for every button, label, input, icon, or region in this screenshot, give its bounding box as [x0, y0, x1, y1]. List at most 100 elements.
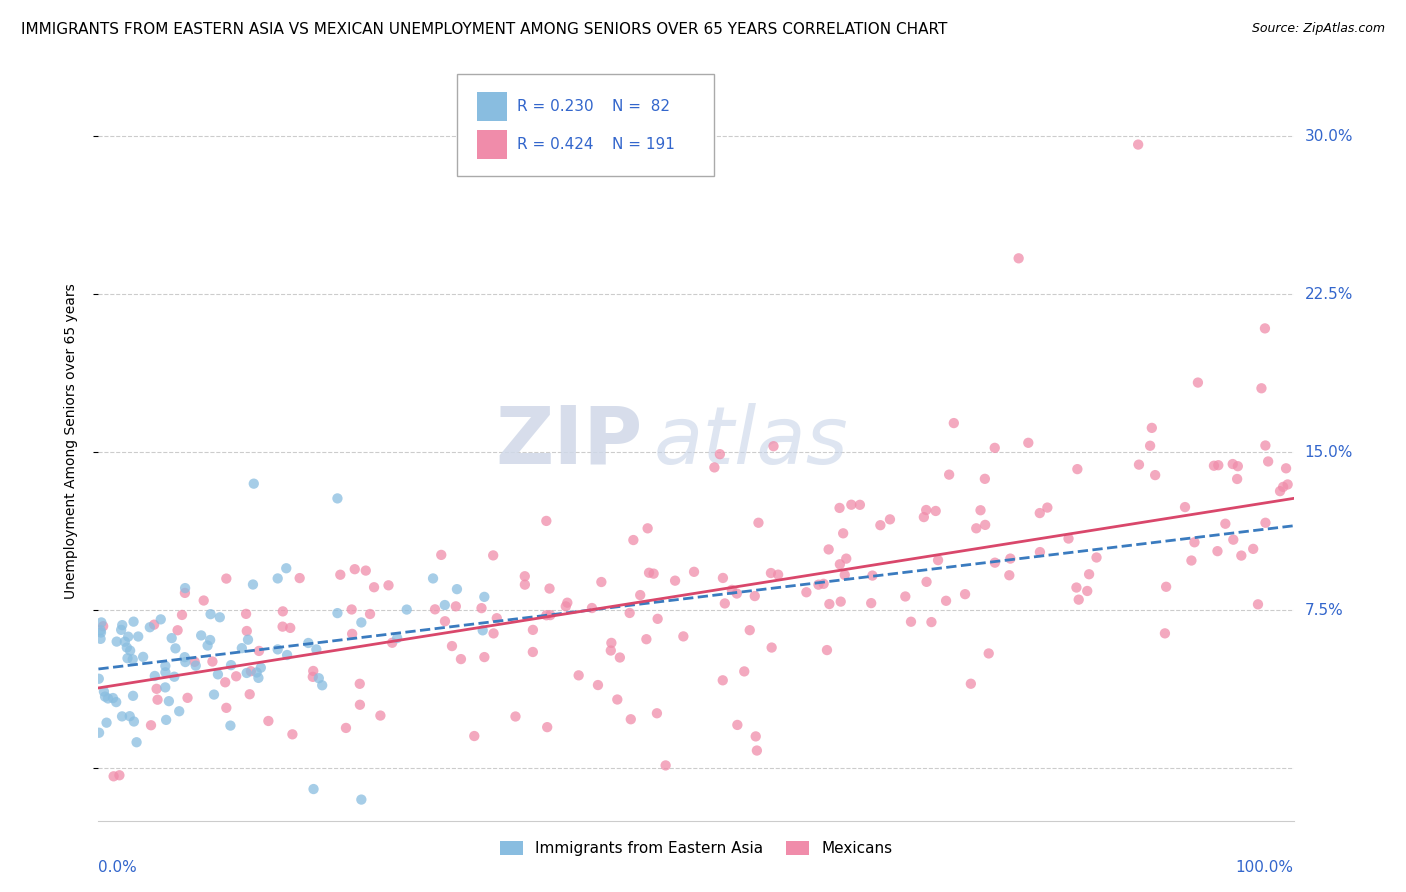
Point: [815, 643, 838, 657]
Point: [90, 632, 112, 646]
Text: Source: ZipAtlas.com: Source: ZipAtlas.com: [1251, 22, 1385, 36]
Point: [536, 720, 558, 734]
Point: [557, 596, 579, 610]
Point: [471, 624, 494, 638]
Point: [281, 727, 304, 741]
Point: [683, 565, 706, 579]
Bar: [477, 130, 508, 159]
Point: [714, 597, 737, 611]
Text: 0.0%: 0.0%: [98, 860, 138, 874]
Point: [1275, 461, 1298, 475]
Point: [340, 627, 363, 641]
Point: [915, 574, 938, 589]
Point: [363, 580, 385, 594]
Point: [745, 730, 768, 744]
Point: [1144, 468, 1167, 483]
Point: [1226, 459, 1249, 474]
Point: [1257, 454, 1279, 468]
Point: [122, 689, 145, 703]
Point: [1206, 458, 1229, 473]
Point: [236, 624, 259, 638]
Point: [1272, 480, 1295, 494]
Point: [127, 630, 149, 644]
Point: [860, 596, 883, 610]
Point: [606, 692, 628, 706]
Point: [235, 607, 257, 621]
Point: [174, 586, 197, 600]
Y-axis label: Unemployment Among Seniors over 65 years: Unemployment Among Seniors over 65 years: [63, 284, 77, 599]
Point: [482, 626, 505, 640]
Point: [343, 562, 366, 576]
Point: [385, 631, 409, 645]
Point: [377, 578, 399, 592]
Point: [472, 590, 495, 604]
Point: [340, 602, 363, 616]
Point: [828, 558, 851, 572]
Point: [302, 782, 325, 797]
Point: [444, 599, 467, 614]
Point: [1250, 381, 1272, 395]
Point: [759, 566, 782, 580]
Point: [97, 691, 120, 706]
Legend: Immigrants from Eastern Asia, Mexicans: Immigrants from Eastern Asia, Mexicans: [494, 835, 898, 863]
Point: [201, 655, 224, 669]
Point: [869, 518, 891, 533]
Point: [198, 632, 221, 647]
Point: [149, 612, 172, 626]
Text: R = 0.424: R = 0.424: [517, 136, 593, 152]
Point: [960, 677, 983, 691]
Point: [121, 652, 143, 666]
Text: 7.5%: 7.5%: [1305, 602, 1343, 617]
Point: [117, 630, 139, 644]
Point: [1187, 376, 1209, 390]
Point: [276, 561, 298, 575]
Point: [440, 639, 463, 653]
Point: [513, 577, 536, 591]
Point: [90, 615, 112, 630]
Point: [1029, 545, 1052, 559]
Point: [326, 606, 349, 620]
Point: [155, 713, 177, 727]
Point: [1215, 516, 1237, 531]
Point: [146, 692, 169, 706]
Point: [326, 491, 349, 506]
Point: [733, 665, 755, 679]
Point: [1139, 439, 1161, 453]
Point: [446, 582, 468, 596]
Point: [301, 670, 323, 684]
Point: [422, 571, 444, 585]
Point: [664, 574, 686, 588]
Point: [111, 709, 134, 723]
Point: [370, 708, 392, 723]
Point: [522, 623, 544, 637]
Point: [308, 671, 330, 685]
Point: [761, 640, 783, 655]
Point: [554, 599, 576, 614]
Point: [311, 678, 333, 692]
Point: [1078, 567, 1101, 582]
Point: [1140, 421, 1163, 435]
Point: [1254, 438, 1277, 452]
Point: [433, 614, 456, 628]
Point: [472, 650, 495, 665]
Point: [90, 625, 112, 640]
Text: 30.0%: 30.0%: [1305, 128, 1353, 144]
Point: [568, 668, 591, 682]
Point: [1254, 516, 1277, 530]
Point: [830, 594, 852, 608]
Point: [108, 768, 131, 782]
Point: [139, 718, 162, 732]
Point: [120, 643, 142, 657]
Point: [1184, 535, 1206, 549]
Point: [1066, 581, 1088, 595]
Point: [807, 577, 830, 591]
Point: [1277, 477, 1299, 491]
Point: [329, 567, 352, 582]
Point: [450, 652, 472, 666]
Text: 100.0%: 100.0%: [1236, 860, 1294, 874]
Point: [143, 617, 166, 632]
Point: [105, 695, 128, 709]
Point: [647, 612, 669, 626]
Point: [297, 636, 319, 650]
Point: [267, 642, 290, 657]
